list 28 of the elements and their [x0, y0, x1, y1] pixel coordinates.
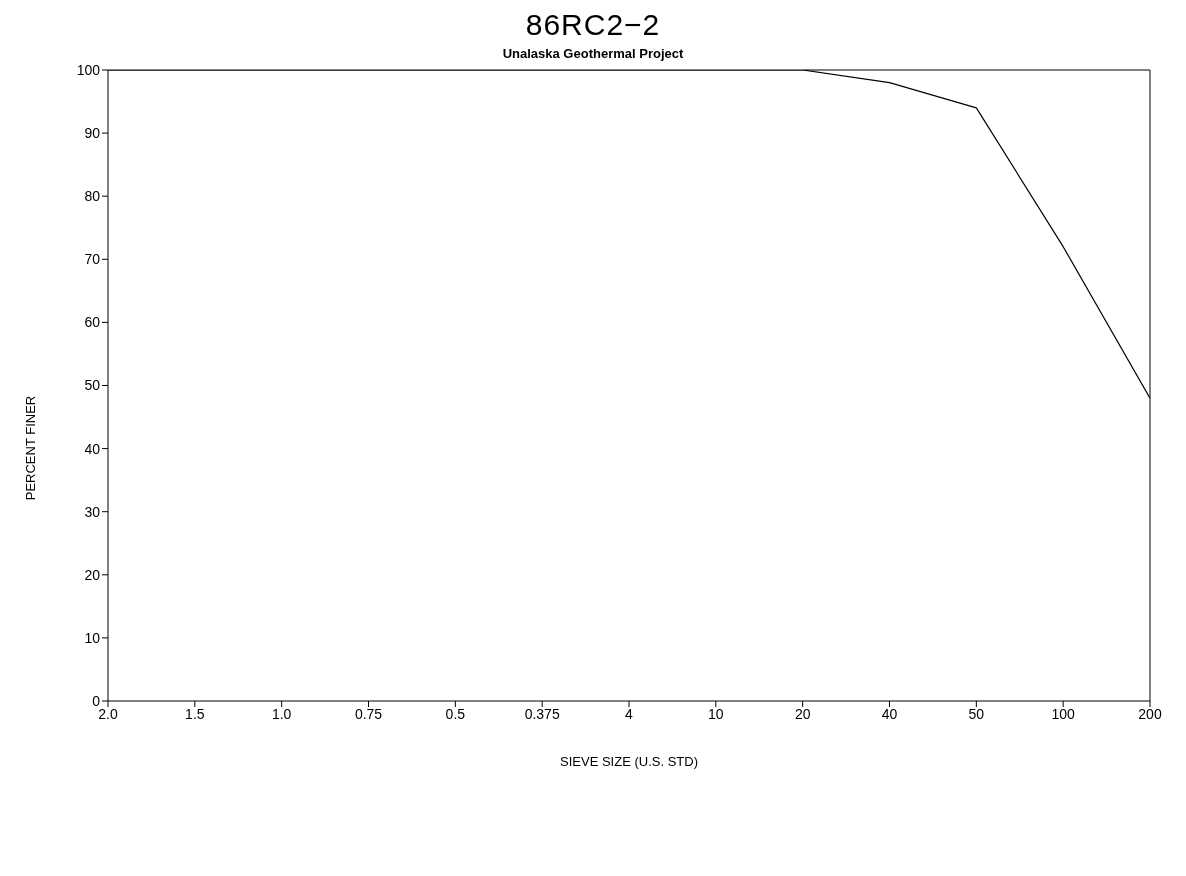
y-tick-label: 80	[84, 188, 101, 205]
x-tick-label: 0.375	[524, 705, 560, 722]
x-tick-label: 4	[625, 705, 634, 722]
y-tick-label: 10	[84, 629, 101, 646]
y-tick-label: 90	[84, 125, 101, 142]
x-tick-label: 1.5	[185, 705, 205, 722]
x-tick-label: 0.75	[354, 705, 383, 722]
y-tick-label: 30	[84, 503, 101, 520]
x-tick-label: 1.0	[271, 705, 292, 722]
y-tick-label: 100	[76, 61, 101, 78]
x-tick-label: 200	[1138, 705, 1162, 722]
y-tick-label: 40	[84, 440, 101, 457]
x-tick-label: 50	[968, 705, 985, 722]
x-tick-label: 0.5	[445, 705, 466, 722]
y-tick-label: 0	[92, 692, 101, 709]
x-tick-label: 2.0	[98, 705, 118, 722]
x-tick-label: 10	[708, 705, 724, 722]
y-tick-label: 20	[84, 566, 101, 583]
x-tick-label: 20	[794, 705, 811, 722]
y-tick-label: 50	[84, 377, 101, 394]
x-tick-label: 100	[1051, 705, 1076, 722]
x-axis-title: SIEVE SIZE (U.S. STD)	[560, 754, 698, 769]
chart-title: 86RC2−2	[524, 8, 662, 42]
x-tick-label: 40	[881, 705, 898, 722]
y-axis-title: PERCENT FINER	[22, 395, 38, 501]
y-tick-label: 70	[84, 251, 101, 268]
y-tick-label: 60	[84, 314, 101, 331]
chart-subtitle: Unalaska Geothermal Project	[501, 46, 685, 61]
